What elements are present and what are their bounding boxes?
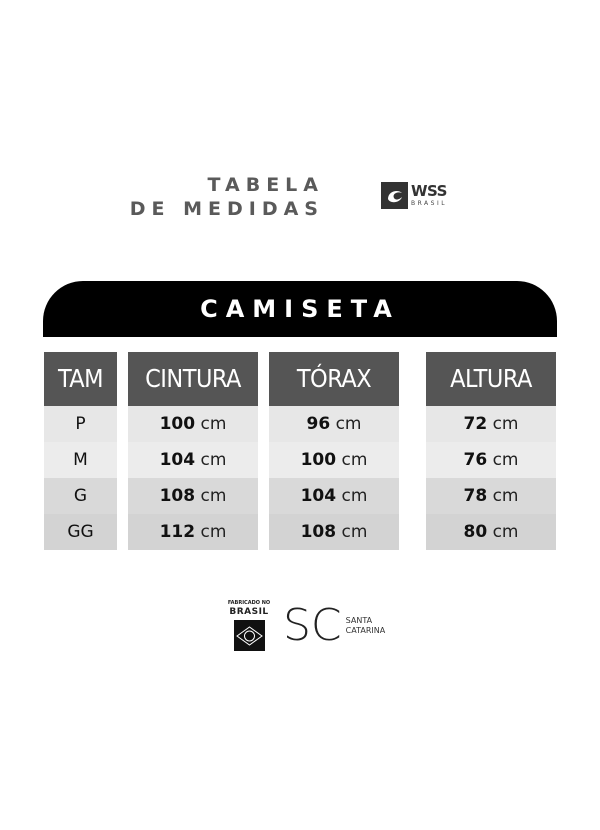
size-cell: GG <box>44 514 117 550</box>
column-altura: ALTURA 72 cm 76 cm 78 cm 80 cm <box>426 352 556 550</box>
column-header: CINTURA <box>128 352 258 406</box>
measure-cell: 78 cm <box>426 478 556 514</box>
measure-cell: 104 cm <box>269 478 399 514</box>
measure-cell: 72 cm <box>426 406 556 442</box>
brand-name: WSS <box>411 182 447 200</box>
product-banner: CAMISETA <box>43 281 557 337</box>
measure-cell: 104 cm <box>128 442 258 478</box>
column-header: TÓRAX <box>269 352 399 406</box>
measure-cell: 80 cm <box>426 514 556 550</box>
size-cell: P <box>44 406 117 442</box>
santa-catarina-logo: SC SANTA CATARINA <box>283 599 386 651</box>
column-cintura: CINTURA 100 cm 104 cm 108 cm 112 cm <box>128 352 258 550</box>
measure-cell: 100 cm <box>269 442 399 478</box>
brazil-flag-icon <box>233 620 265 651</box>
size-cell: G <box>44 478 117 514</box>
footer-logos: FABRICADO NO BRASIL SC SANTA CATARINA <box>228 599 386 651</box>
measure-cell: 108 cm <box>269 514 399 550</box>
column-header: ALTURA <box>426 352 556 406</box>
size-cell: M <box>44 442 117 478</box>
measure-cell: 108 cm <box>128 478 258 514</box>
measure-cell: 112 cm <box>128 514 258 550</box>
fabricado-no-brasil-badge: FABRICADO NO BRASIL <box>228 600 270 651</box>
title-line-1: TABELA <box>207 174 324 196</box>
title-line-2: DE MEDIDAS <box>129 198 324 220</box>
column-tam: TAM P M G GG <box>44 352 117 550</box>
column-torax: TÓRAX 96 cm 100 cm 104 cm 108 cm <box>269 352 399 550</box>
wave-icon <box>381 182 408 209</box>
brand-sub: BRASIL <box>411 200 448 207</box>
wss-brasil-logo: WSS BRASIL <box>381 182 447 209</box>
measure-cell: 100 cm <box>128 406 258 442</box>
column-header: TAM <box>44 352 117 406</box>
measure-cell: 76 cm <box>426 442 556 478</box>
measure-cell: 96 cm <box>269 406 399 442</box>
